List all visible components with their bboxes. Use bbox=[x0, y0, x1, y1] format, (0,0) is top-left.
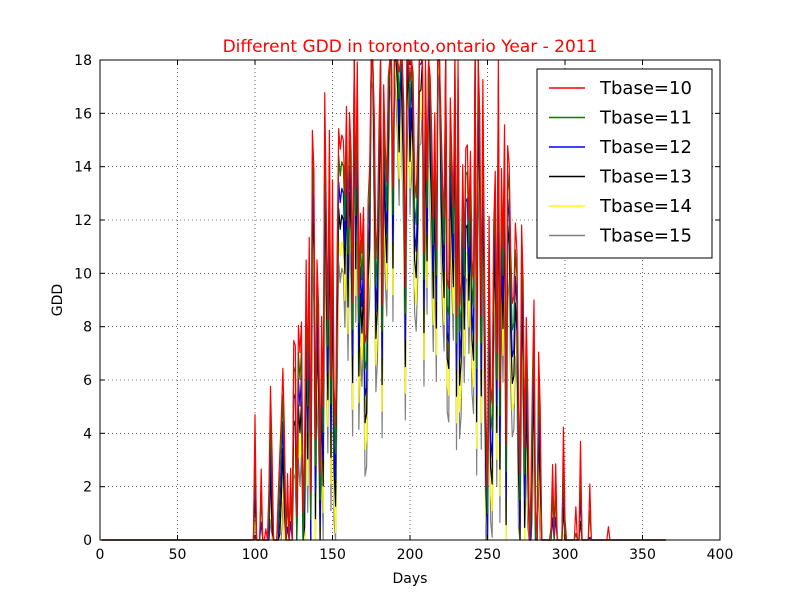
y-tick-label: 18 bbox=[74, 53, 92, 69]
x-tick-label: 50 bbox=[169, 547, 187, 563]
x-tick-label: 150 bbox=[319, 547, 346, 563]
x-tick-label: 350 bbox=[629, 547, 656, 563]
legend-label-tbase-15: Tbase=15 bbox=[599, 226, 692, 247]
x-tick-label: 0 bbox=[96, 547, 105, 563]
legend-label-tbase-13: Tbase=13 bbox=[599, 167, 692, 188]
y-tick-label: 0 bbox=[83, 533, 92, 549]
y-tick-label: 16 bbox=[74, 106, 92, 122]
y-tick-label: 10 bbox=[74, 266, 92, 282]
y-tick-label: 12 bbox=[74, 213, 92, 229]
legend-label-tbase-11: Tbase=11 bbox=[599, 108, 692, 129]
x-tick-label: 400 bbox=[707, 547, 734, 563]
legend-label-tbase-14: Tbase=14 bbox=[599, 196, 692, 217]
y-tick-label: 8 bbox=[83, 320, 92, 336]
x-tick-label: 250 bbox=[474, 547, 501, 563]
x-axis-label: Days bbox=[393, 571, 428, 587]
y-tick-label: 6 bbox=[83, 373, 92, 389]
y-axis-label: GDD bbox=[50, 284, 66, 316]
x-tick-label: 300 bbox=[552, 547, 579, 563]
legend: Tbase=10 Tbase=11 Tbase=12 Tbase=13 Tbase=14… bbox=[536, 68, 713, 259]
x-tick-label: 100 bbox=[242, 547, 269, 563]
axis-ticks: 0 50 100 150 200 250 300 350 400 0 2 4 6 8 10 12 14 16 18 bbox=[74, 53, 733, 563]
legend-box bbox=[536, 68, 713, 259]
chart-title: Different GDD in toronto,ontario Year - … bbox=[223, 37, 598, 57]
legend-label-tbase-10: Tbase=10 bbox=[599, 78, 692, 99]
y-tick-label: 2 bbox=[83, 480, 92, 496]
legend-label-tbase-12: Tbase=12 bbox=[599, 137, 692, 158]
y-tick-label: 4 bbox=[83, 426, 92, 442]
y-tick-label: 14 bbox=[74, 160, 92, 176]
x-tick-label: 200 bbox=[397, 547, 424, 563]
